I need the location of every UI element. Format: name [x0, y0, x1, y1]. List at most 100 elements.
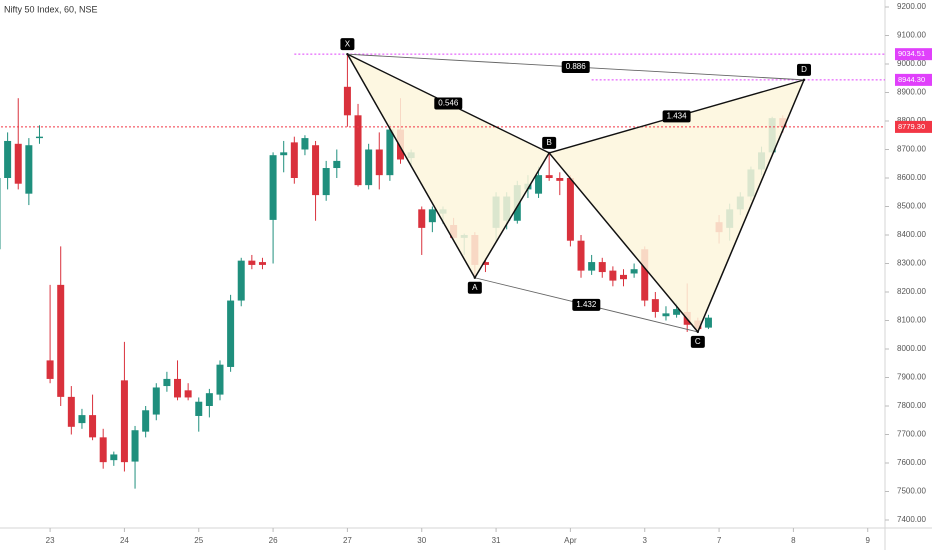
x-tick-label: 23 [46, 536, 55, 545]
candle-body [163, 378, 171, 387]
y-tick-label: 7400.00 [897, 515, 926, 524]
candle-body [120, 380, 128, 463]
candle-body [280, 152, 288, 156]
candle-body [365, 149, 373, 186]
y-tick-label: 8000.00 [897, 344, 926, 353]
x-tick-label: 8 [791, 536, 796, 545]
plot-area: 0.546 1.434 1.432 0.886 X A B C D [0, 38, 885, 489]
x-tick-label: 3 [643, 536, 648, 545]
y-tick-label: 9000.00 [897, 59, 926, 68]
x-tick-label: 24 [120, 536, 129, 545]
candle-body [333, 160, 341, 169]
axes: 9200.00 9100.00 9000.00 8900.00 8800.00 8700.… [46, 2, 932, 545]
pattern-point [547, 151, 551, 155]
pattern-leg [474, 152, 550, 279]
y-tick-label: 9100.00 [897, 31, 926, 40]
x-tick-label: 27 [343, 536, 352, 545]
price-tag-label: 8779.30 [898, 122, 925, 131]
x-tick-label: 25 [194, 536, 203, 545]
candle-body [258, 262, 266, 265]
y-tick-label: 7800.00 [897, 401, 926, 410]
x-tick-label: 31 [492, 536, 501, 545]
candle-body [577, 240, 585, 271]
candle-body [651, 299, 659, 312]
candle-body [301, 138, 309, 150]
candle-body [184, 390, 192, 398]
ratio-box [572, 298, 601, 311]
candle-body [290, 142, 298, 178]
ratio-label: 0.546 [438, 99, 459, 108]
candle-body [556, 178, 564, 181]
candle-body [428, 209, 436, 223]
point-label: X [345, 39, 351, 48]
point-box [467, 281, 482, 294]
candle-body [619, 274, 627, 280]
pattern-leg [548, 152, 699, 333]
price-tag [895, 48, 932, 61]
y-tick-label: 8600.00 [897, 173, 926, 182]
candle-body [35, 136, 43, 139]
y-tick-label: 7900.00 [897, 373, 926, 382]
point-label: B [546, 138, 551, 147]
pattern-leg [697, 79, 805, 333]
ratio-label: 1.434 [667, 112, 688, 121]
pattern-point [473, 276, 477, 279]
candle-body [99, 437, 107, 463]
candle-body [609, 270, 617, 281]
x-tick-label: 7 [717, 536, 722, 545]
point-box [340, 38, 355, 51]
candle-body [248, 260, 256, 265]
candle-body [630, 269, 638, 274]
pattern-leg [346, 53, 476, 279]
candle-body [269, 155, 277, 220]
candle-body [641, 249, 649, 301]
candle-body [14, 143, 22, 184]
pattern-point [696, 330, 700, 334]
price-tag [895, 120, 932, 133]
point-label: D [801, 65, 807, 74]
price-tag-label: 8944.30 [898, 75, 925, 84]
candle-body [89, 415, 97, 438]
candle-body [152, 387, 160, 415]
ratio-box [561, 61, 590, 74]
candle-body [195, 401, 203, 416]
y-tick-label: 8800.00 [897, 116, 926, 125]
ratio-box [434, 97, 463, 110]
candle-body [375, 149, 383, 176]
candle-body [25, 145, 33, 194]
candle-body [481, 262, 489, 265]
x-tick-label: Apr [564, 536, 577, 545]
candle-body [673, 309, 681, 315]
candle-body [142, 410, 150, 432]
point-label: C [695, 337, 701, 346]
candle-body [312, 145, 320, 196]
candle-body [386, 129, 394, 176]
y-tick-label: 8400.00 [897, 230, 926, 239]
pattern-fill [347, 54, 550, 278]
point-label: A [472, 283, 478, 292]
y-tick-label: 7600.00 [897, 458, 926, 467]
ratio-label: 0.886 [566, 62, 587, 71]
ratio-label: 1.432 [576, 300, 597, 309]
candle-body [343, 86, 351, 116]
x-tick-label: 9 [865, 536, 870, 545]
candle-body [110, 454, 118, 461]
candle-body [67, 396, 75, 427]
candle-body [588, 262, 596, 271]
x-tick-label: 30 [417, 536, 426, 545]
candle-body [418, 209, 426, 228]
y-tick-label: 8900.00 [897, 88, 926, 97]
candle-body [0, 178, 1, 250]
y-tick-label: 8700.00 [897, 145, 926, 154]
candle-body [216, 364, 224, 395]
y-tick-label: 8100.00 [897, 316, 926, 325]
pattern-fill [549, 79, 805, 332]
y-tick-label: 8300.00 [897, 259, 926, 268]
candle-body [57, 284, 65, 397]
candle-body [598, 262, 606, 273]
candle-body [354, 115, 362, 186]
y-tick-label: 7700.00 [897, 430, 926, 439]
x-tick-label: 26 [269, 536, 278, 545]
